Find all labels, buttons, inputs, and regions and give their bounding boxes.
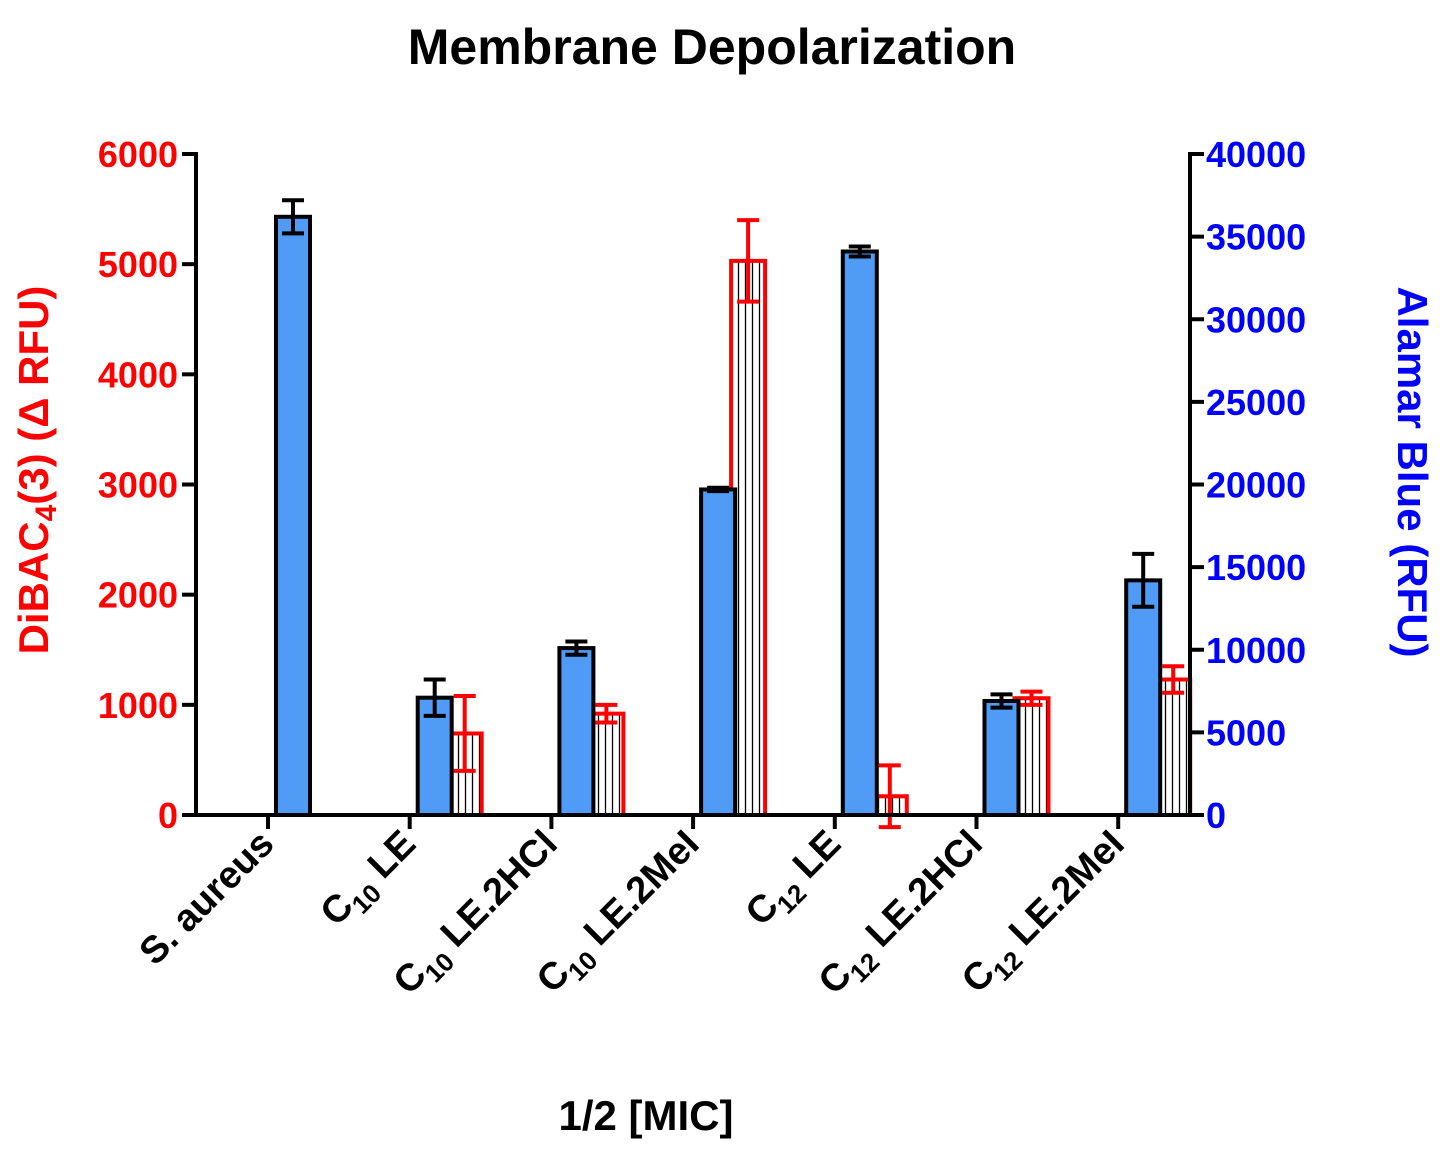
x-axis-ticks: [266, 815, 1121, 829]
alamar-bar: [982, 698, 1021, 817]
alamar-bar: [699, 487, 738, 817]
left-axis-label: DiBAC4(3) (Δ RFU): [10, 286, 63, 655]
right-tick-label: 30000: [1206, 299, 1306, 340]
right-tick-label: 25000: [1206, 382, 1306, 423]
category-label: S. aureus: [132, 823, 283, 974]
category-label: C10 LE: [313, 823, 429, 939]
left-tick-label: 2000: [98, 575, 178, 616]
right-tick-label: 0: [1206, 795, 1226, 836]
right-tick-label: 5000: [1206, 712, 1286, 753]
right-axis-ticks: 0 5000 10000 15000 20000 25000 30000 35000 40000: [1190, 134, 1306, 836]
chart-title: Membrane Depolarization: [408, 19, 1016, 75]
right-tick-label: 20000: [1206, 465, 1306, 506]
right-tick-label: 10000: [1206, 630, 1306, 671]
left-tick-label: 0: [158, 795, 178, 836]
left-axis-ticks: 0 1000 2000 3000 4000 5000 6000: [98, 134, 196, 836]
category-label: C12 LE: [738, 823, 854, 939]
left-tick-label: 3000: [98, 465, 178, 506]
right-tick-label: 15000: [1206, 547, 1306, 588]
alamar-bar: [274, 214, 312, 818]
left-tick-label: 1000: [98, 685, 178, 726]
alamar-bar: [557, 646, 596, 817]
left-tick-label: 4000: [98, 354, 178, 395]
left-tick-label: 5000: [98, 244, 178, 285]
alamar-bar: [840, 249, 879, 817]
x-axis-title: 1/2 [MIC]: [558, 1092, 733, 1139]
right-axis-label: Alamar Blue (RFU): [1389, 286, 1436, 657]
right-tick-label: 35000: [1206, 217, 1306, 258]
left-tick-label: 6000: [98, 134, 178, 175]
right-tick-label: 40000: [1206, 134, 1306, 175]
alamar-bar: [1124, 578, 1163, 817]
